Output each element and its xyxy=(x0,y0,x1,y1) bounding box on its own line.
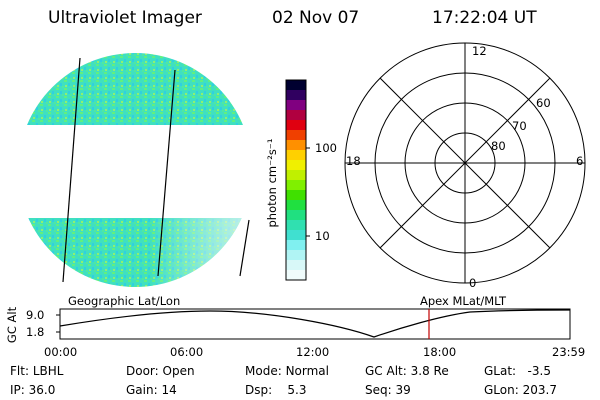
apex-caption: Apex MLat/MLT xyxy=(420,294,507,308)
mlt-label-18: 18 xyxy=(346,154,361,168)
dsp-field: Dsp: 5.3 xyxy=(245,383,307,397)
mode-field: Mode: Normal xyxy=(245,364,329,378)
colorbar-tick-10: 10 xyxy=(315,229,330,243)
mlt-label-6: 6 xyxy=(576,154,584,168)
gc-alt-field: GC Alt: 3.8 Re xyxy=(365,364,449,378)
geographic-caption: Geographic Lat/Lon xyxy=(68,294,181,308)
xtick-1200: 12:00 xyxy=(296,345,330,359)
xtick-1800: 18:00 xyxy=(423,345,457,359)
door-field: Door: Open xyxy=(126,364,195,378)
lon-grid-lines xyxy=(62,57,250,283)
xtick-2359: 23:59 xyxy=(552,345,586,359)
glon-field: GLon: 203.7 xyxy=(484,383,557,397)
ytick-1-8: 1.8 xyxy=(26,325,45,339)
timeline-panel xyxy=(56,308,571,340)
ip-field: IP: 36.0 xyxy=(10,383,56,397)
gain-field: Gain: 14 xyxy=(126,383,177,397)
uv-earth-image xyxy=(18,53,252,287)
lat-label-80: 80 xyxy=(491,139,506,153)
seq-field: Seq: 39 xyxy=(365,383,411,397)
glat-field: GLat: -3.5 xyxy=(484,364,551,378)
lat-label-60: 60 xyxy=(536,96,551,110)
polar-plot xyxy=(344,42,586,284)
timeline-ylabel: GC Alt xyxy=(5,306,19,344)
colorbar xyxy=(285,79,310,281)
lat-label-70: 70 xyxy=(512,119,527,133)
colorbar-unit-label: photon cm⁻²s⁻¹ xyxy=(265,138,279,228)
colorbar-tick-100: 100 xyxy=(315,141,337,155)
app-title: Ultraviolet Imager xyxy=(48,8,202,28)
time-label: 17:22:04 UT xyxy=(432,8,537,28)
date-label: 02 Nov 07 xyxy=(272,8,360,28)
gc-alt-curve xyxy=(59,309,571,338)
xtick-0000: 00:00 xyxy=(44,345,78,359)
xtick-0600: 06:00 xyxy=(170,345,204,359)
mlt-label-12: 12 xyxy=(472,44,487,58)
mlt-label-0: 0 xyxy=(469,276,477,290)
ytick-9: 9.0 xyxy=(26,308,45,322)
flt-field: Flt: LBHL xyxy=(10,364,64,378)
